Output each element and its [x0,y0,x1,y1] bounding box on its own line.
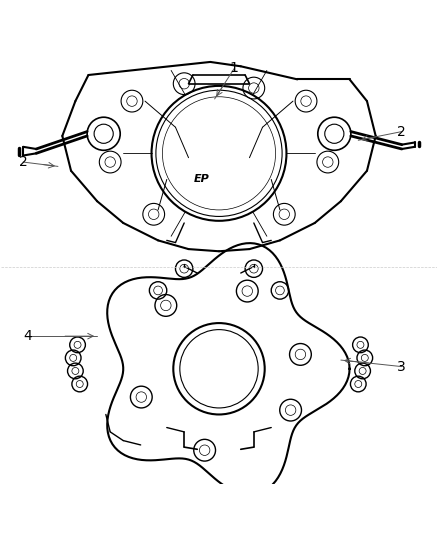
Text: 3: 3 [397,360,406,374]
Text: 1: 1 [230,61,239,76]
Text: 4: 4 [23,329,32,343]
Text: EP: EP [194,174,209,184]
Text: 2: 2 [397,125,406,139]
Text: 2: 2 [19,155,28,169]
